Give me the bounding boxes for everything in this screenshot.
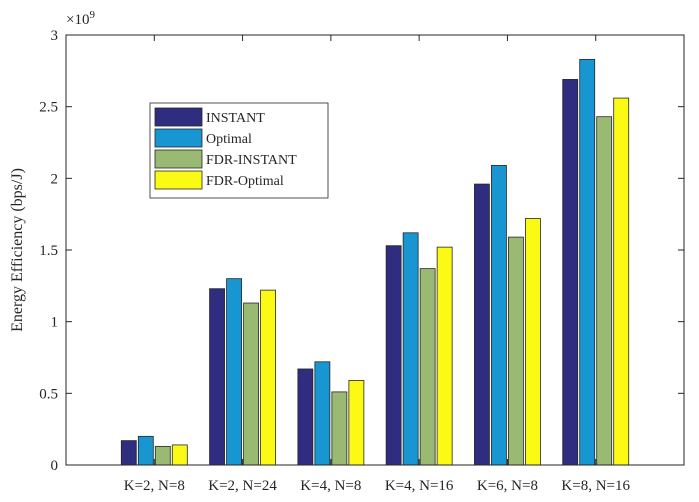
y-exponent-label: ×109 (66, 9, 95, 28)
bar-instant-2 (297, 368, 314, 466)
legend-swatch (154, 170, 203, 190)
bar-optimal-1 (226, 278, 242, 466)
bar-optimal-2 (314, 361, 331, 466)
bar-instant-0 (120, 440, 137, 466)
y-tick-label: 2 (51, 171, 59, 187)
x-tick-label: K=2, N=24 (208, 478, 277, 494)
x-tick-label: K=4, N=8 (300, 478, 361, 494)
bars-group (120, 58, 630, 466)
bar-fdr-instant-0 (154, 445, 171, 466)
bar-fdr-optimal-3 (436, 246, 453, 466)
bar-fdr-instant-2 (331, 391, 348, 466)
y-tick-label: 1.5 (39, 243, 58, 259)
legend-label: INSTANT (206, 111, 265, 126)
legend-label: FDR-INSTANT (206, 153, 297, 168)
bar-fdr-optimal-1 (260, 289, 276, 466)
x-tick-label: K=2, N=8 (124, 478, 185, 494)
legend-label: Optimal (206, 132, 252, 147)
bar-fdr-instant-4 (508, 236, 524, 466)
y-exponent-base: ×10 (66, 12, 89, 28)
x-tick-label: K=8, N=16 (561, 478, 630, 494)
bar-fdr-optimal-4 (525, 218, 541, 466)
bar-instant-4 (474, 183, 490, 466)
y-exponent-power: 9 (89, 9, 95, 21)
bar-optimal-0 (137, 435, 154, 466)
legend-swatch (154, 149, 203, 169)
y-tick-label: 0.5 (39, 386, 58, 402)
y-axis-label: Energy Efficiency (bps/J) (9, 168, 26, 332)
ticks-group: 0 0.5 1 1.5 2 2.5 3 K=2, N=8 K=2, N=24 K=4, N=8 K=… (39, 28, 684, 494)
y-tick-label: 1 (51, 315, 59, 331)
bar-instant-1 (209, 288, 225, 466)
x-tick-label: K=4, N=16 (385, 478, 454, 494)
y-tick-label: 3 (51, 28, 59, 44)
bar-instant-5 (562, 79, 579, 466)
bar-fdr-optimal-5 (613, 97, 630, 466)
bar-fdr-instant-1 (243, 302, 259, 466)
legend-label: FDR-Optimal (206, 174, 284, 189)
bar-fdr-optimal-0 (171, 444, 188, 466)
y-tick-label: 0 (51, 458, 59, 474)
legend: INSTANT Optimal FDR-INSTANT FDR-Optimal (149, 102, 329, 199)
x-tick-label: K=6, N=8 (477, 478, 538, 494)
bar-fdr-instant-3 (419, 268, 436, 466)
y-tick-label: 2.5 (39, 100, 58, 116)
bar-instant-3 (385, 245, 402, 466)
bar-fdr-instant-5 (596, 116, 613, 466)
bar-optimal-3 (402, 232, 419, 466)
legend-swatch (154, 128, 203, 148)
bar-optimal-4 (491, 165, 507, 466)
bar-fdr-optimal-2 (348, 380, 365, 466)
legend-swatch (154, 107, 203, 127)
bar-optimal-5 (579, 58, 596, 466)
